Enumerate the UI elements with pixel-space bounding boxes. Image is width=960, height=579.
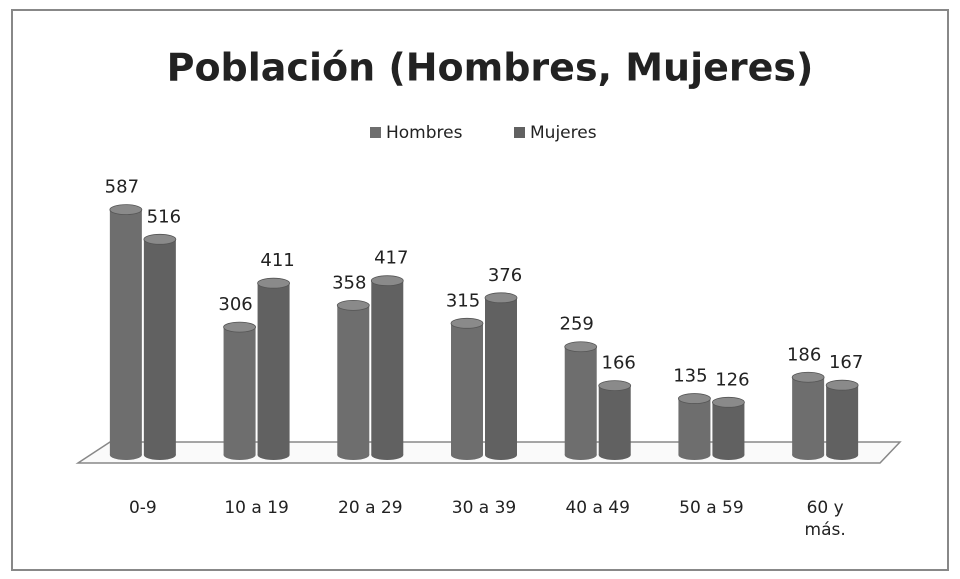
x-tick-label: 50 a 59 [679, 498, 744, 518]
data-label: 411 [260, 250, 294, 271]
bar-top [825, 379, 859, 391]
bar [143, 239, 176, 455]
chart-title: Población (Hombres, Mujeres) [167, 46, 814, 90]
bar [223, 327, 256, 455]
x-tick-label: 10 a 19 [224, 498, 289, 518]
bar [337, 305, 370, 455]
bar-top [336, 299, 370, 311]
legend-label: Hombres [386, 123, 463, 143]
bar [792, 377, 825, 455]
data-label: 516 [147, 206, 181, 227]
x-tick-label: 40 a 49 [565, 498, 630, 518]
bar-top [257, 277, 290, 289]
bar [826, 385, 859, 455]
bar [564, 346, 597, 455]
data-label: 186 [787, 344, 821, 365]
bar [712, 402, 745, 455]
bar-top [450, 317, 484, 329]
bar [371, 280, 404, 455]
data-label: 167 [829, 352, 863, 373]
bar-top [564, 341, 598, 353]
data-label: 587 [105, 177, 139, 198]
bar-top [370, 275, 404, 287]
bar-top [109, 204, 143, 216]
data-label: 135 [673, 366, 707, 387]
bar-top [712, 396, 745, 408]
data-label: 376 [488, 265, 522, 286]
bar-top [598, 380, 632, 392]
data-label: 315 [446, 290, 480, 311]
x-tick-label: 0-9 [128, 498, 157, 518]
data-label: 417 [374, 248, 408, 269]
bar [678, 398, 711, 455]
bar [109, 209, 142, 455]
data-label: 306 [218, 294, 252, 315]
data-label: 126 [715, 369, 749, 390]
legend-swatch [370, 127, 381, 138]
legend-label: Mujeres [530, 123, 597, 143]
x-tick-label: 60 y más. [804, 498, 846, 540]
data-label: 358 [332, 272, 366, 293]
bar [598, 385, 631, 455]
legend-swatch [514, 127, 525, 138]
bar-top [143, 233, 177, 245]
bar [257, 283, 290, 455]
bar-top [791, 371, 825, 383]
data-label: 259 [560, 314, 594, 335]
bar [451, 323, 483, 455]
x-tick-label: 20 a 29 [338, 498, 403, 518]
bar-top [484, 292, 518, 304]
bar [485, 297, 517, 455]
data-label: 166 [602, 353, 636, 374]
x-tick-label: 30 a 39 [451, 498, 517, 518]
bar-top [678, 393, 711, 404]
bar-top [223, 321, 256, 333]
